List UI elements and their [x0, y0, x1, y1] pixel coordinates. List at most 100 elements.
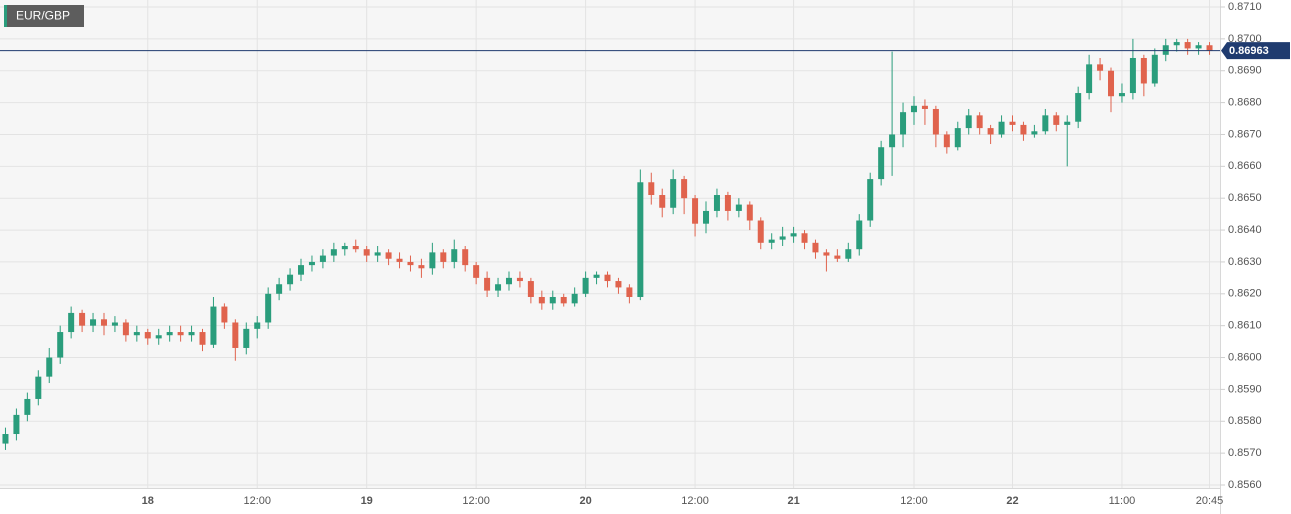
y-tick-label: 0.8570 [1228, 447, 1262, 459]
grid [0, 0, 1220, 488]
candle-body [429, 252, 436, 269]
candle-body [24, 398, 31, 415]
candle-body [319, 255, 326, 262]
candle-body [243, 328, 250, 348]
candle-body [998, 121, 1005, 135]
x-tick-label: 21 [787, 495, 799, 507]
candle-body [1053, 115, 1060, 125]
candle-body [659, 195, 666, 208]
candle-body [221, 306, 228, 323]
candle-body [451, 249, 458, 262]
y-tick-label: 0.8620 [1228, 288, 1262, 300]
candle-body [68, 312, 75, 333]
candle-body [703, 210, 710, 224]
candle-body [90, 319, 97, 326]
candle-body [155, 335, 162, 339]
candle-body [932, 108, 939, 135]
candle-body [265, 293, 272, 323]
last-price-tag [1221, 42, 1290, 60]
candle-body [549, 296, 556, 304]
candle-body [254, 322, 261, 329]
candle-body [100, 319, 107, 326]
x-tick-label: 12:00 [462, 495, 490, 507]
x-tick-label: 12:00 [681, 495, 709, 507]
candle-body [122, 322, 129, 336]
candle-body [374, 252, 381, 256]
candle-body [856, 220, 863, 250]
candle-body [582, 277, 589, 294]
candle-body [363, 249, 370, 256]
y-tick-label: 0.8670 [1228, 128, 1262, 140]
candle-body [210, 306, 217, 345]
candle-body [637, 182, 644, 297]
candle-body [670, 179, 677, 208]
candle-body [987, 128, 994, 135]
chart-title: EUR/GBP [16, 9, 70, 23]
candle-body [626, 287, 633, 297]
candle-body [713, 195, 720, 211]
x-tick-label: 18 [142, 495, 154, 507]
candle-body [889, 134, 896, 148]
x-tick-label: 12:00 [243, 495, 271, 507]
candle-body [166, 332, 173, 336]
candles [0, 38, 1220, 450]
candle-body [1206, 45, 1213, 51]
candle-body [779, 236, 786, 240]
candle-body [1086, 64, 1093, 94]
candle-body [746, 204, 753, 221]
candle-body [188, 332, 195, 336]
title-box [4, 5, 84, 27]
candle-body [1184, 42, 1191, 49]
candle-body [615, 281, 622, 288]
y-tick-label: 0.8640 [1228, 224, 1262, 236]
candle-body [396, 258, 403, 262]
candle-body [133, 332, 140, 336]
candle-body [341, 246, 348, 250]
candle-body [593, 274, 600, 278]
candle-body [440, 252, 447, 262]
candle-body [954, 128, 961, 148]
candle-body [330, 249, 337, 256]
candle-body [900, 112, 907, 135]
candle-body [35, 376, 42, 399]
candle-body [177, 332, 184, 336]
candle-body [692, 198, 699, 224]
candle-body [232, 322, 239, 348]
candle-body [834, 255, 841, 259]
candle-body [1162, 45, 1169, 55]
y-tick-label: 0.8650 [1228, 192, 1262, 204]
candle-body [1140, 57, 1147, 84]
candle-body [801, 233, 808, 243]
candle-body [571, 293, 578, 304]
candle-body [538, 296, 545, 304]
plot-area [0, 0, 1220, 488]
candle-body [845, 249, 852, 259]
y-tick-label: 0.8690 [1228, 65, 1262, 77]
candle-body [1173, 42, 1180, 46]
candle-body [298, 265, 305, 275]
candle-body [1042, 115, 1049, 132]
candle-body [1151, 54, 1158, 84]
candle-body [976, 115, 983, 129]
candle-body [1009, 121, 1016, 125]
x-tick-label: 19 [361, 495, 373, 507]
y-tick-label: 0.8560 [1228, 479, 1262, 491]
candle-body [352, 246, 359, 250]
candle-body [495, 284, 502, 291]
candle-body [462, 249, 469, 266]
x-tick-label: 22 [1006, 495, 1018, 507]
candle-body [276, 284, 283, 294]
labels: 0.8560 0.8570 0.8580 0.8590 0.8600 0.8610 0.86… [142, 1, 1290, 507]
candle-body [473, 265, 480, 278]
candle-body [46, 357, 53, 377]
candle-body [308, 261, 315, 266]
candle-body [1129, 57, 1136, 94]
candle-body [823, 252, 830, 256]
candle-body [2, 434, 9, 444]
candle-body [1118, 93, 1125, 97]
candle-body [1064, 121, 1071, 125]
candle-body [735, 204, 742, 211]
candle-body [790, 233, 797, 237]
candle-body [965, 115, 972, 129]
